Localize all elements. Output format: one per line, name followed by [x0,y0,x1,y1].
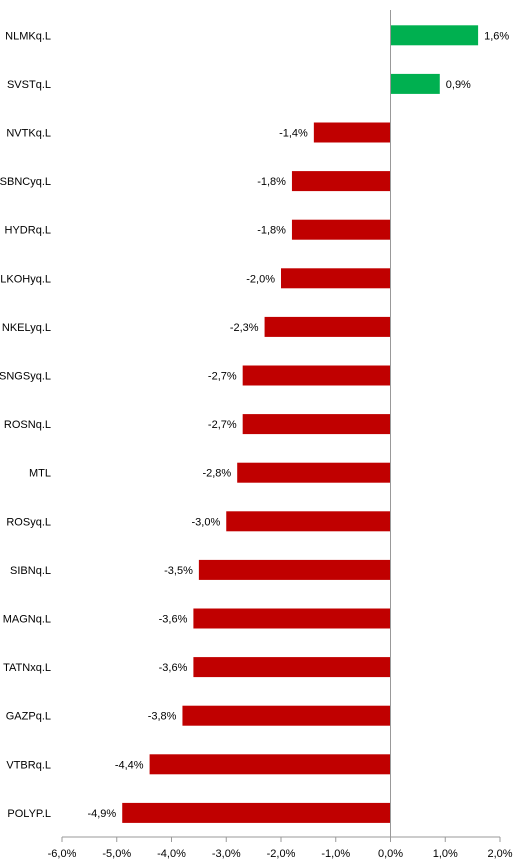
bar-SBNCyq.L [291,171,391,192]
bar-NKELyq.L [264,316,391,337]
value-label: -2,3% [230,322,259,334]
value-label: -2,7% [208,371,237,383]
value-label: -3,5% [164,565,193,577]
value-label: -3,0% [192,516,221,528]
category-label: POLYP.L [7,808,51,820]
category-label: SVSTq.L [7,79,51,91]
x-tick-label: -2,0% [267,848,296,860]
x-tick-label: 0,0% [378,848,403,860]
category-label: ROSNq.L [4,419,51,431]
bar-NLMKq.L [390,25,479,46]
value-label: -2,7% [208,419,237,431]
category-label: HYDRq.L [5,225,51,237]
value-label: -2,8% [202,468,231,480]
category-label: GAZPq.L [6,711,51,723]
bar-TATNxq.L [193,657,391,678]
bar-MTL [237,462,391,483]
bars-group [122,25,479,823]
bar-SIBNq.L [198,559,391,580]
value-label: 1,6% [484,30,509,42]
category-label: SIBNq.L [10,565,51,577]
x-tick-label: -4,0% [157,848,186,860]
x-tick-label: 2,0% [487,848,512,860]
bar-GAZPq.L [182,705,391,726]
value-label: -3,8% [148,711,177,723]
bar-NVTKq.L [313,122,391,143]
value-label: -1,8% [257,176,286,188]
x-tick-label: -5,0% [102,848,131,860]
bar-ROSyq.L [226,511,391,532]
x-tick-label: -6,0% [48,848,77,860]
value-label: 0,9% [446,79,471,91]
category-label: SNGSyq.L [0,371,51,383]
bar-SNGSyq.L [242,365,391,386]
bar-POLYP.L [122,802,391,823]
bar-ROSNq.L [242,414,391,435]
category-label: ROSyq.L [6,516,51,528]
value-label: -3,6% [159,614,188,626]
value-label: -4,9% [87,808,116,820]
bar-LKOHyq.L [281,268,391,289]
category-label: LKOHyq.L [0,273,51,285]
bar-VTBRq.L [149,754,391,775]
x-tick-label: -3,0% [212,848,241,860]
value-label: -2,0% [246,273,275,285]
category-label: NKELyq.L [2,322,51,334]
axes-group: -6,0% -5,0% -4,0% -3,0% -2,0% -1,0% 0,0% 1,0% 2,… [48,10,513,860]
value-label: -1,4% [279,128,308,140]
bar-HYDRq.L [291,219,391,240]
category-label: NVTKq.L [6,128,51,140]
category-label: SBNCyq.L [0,176,51,188]
bar-MAGNq.L [193,608,391,629]
bar-SVSTq.L [390,73,440,94]
x-tick-label: 1,0% [433,848,458,860]
category-label: TATNxq.L [3,662,51,674]
x-tick-label: -1,0% [321,848,350,860]
value-label: -1,8% [257,225,286,237]
category-label: NLMKq.L [5,30,51,42]
labels-group: NLMKq.L 1,6% SVSTq.L 0,9% NVTKq.L -1,4% SBNCyq… [0,30,509,820]
category-label: MAGNq.L [3,614,51,626]
category-label: MTL [29,468,51,480]
value-label: -4,4% [115,759,144,771]
value-label: -3,6% [159,662,188,674]
category-label: VTBRq.L [6,759,51,771]
